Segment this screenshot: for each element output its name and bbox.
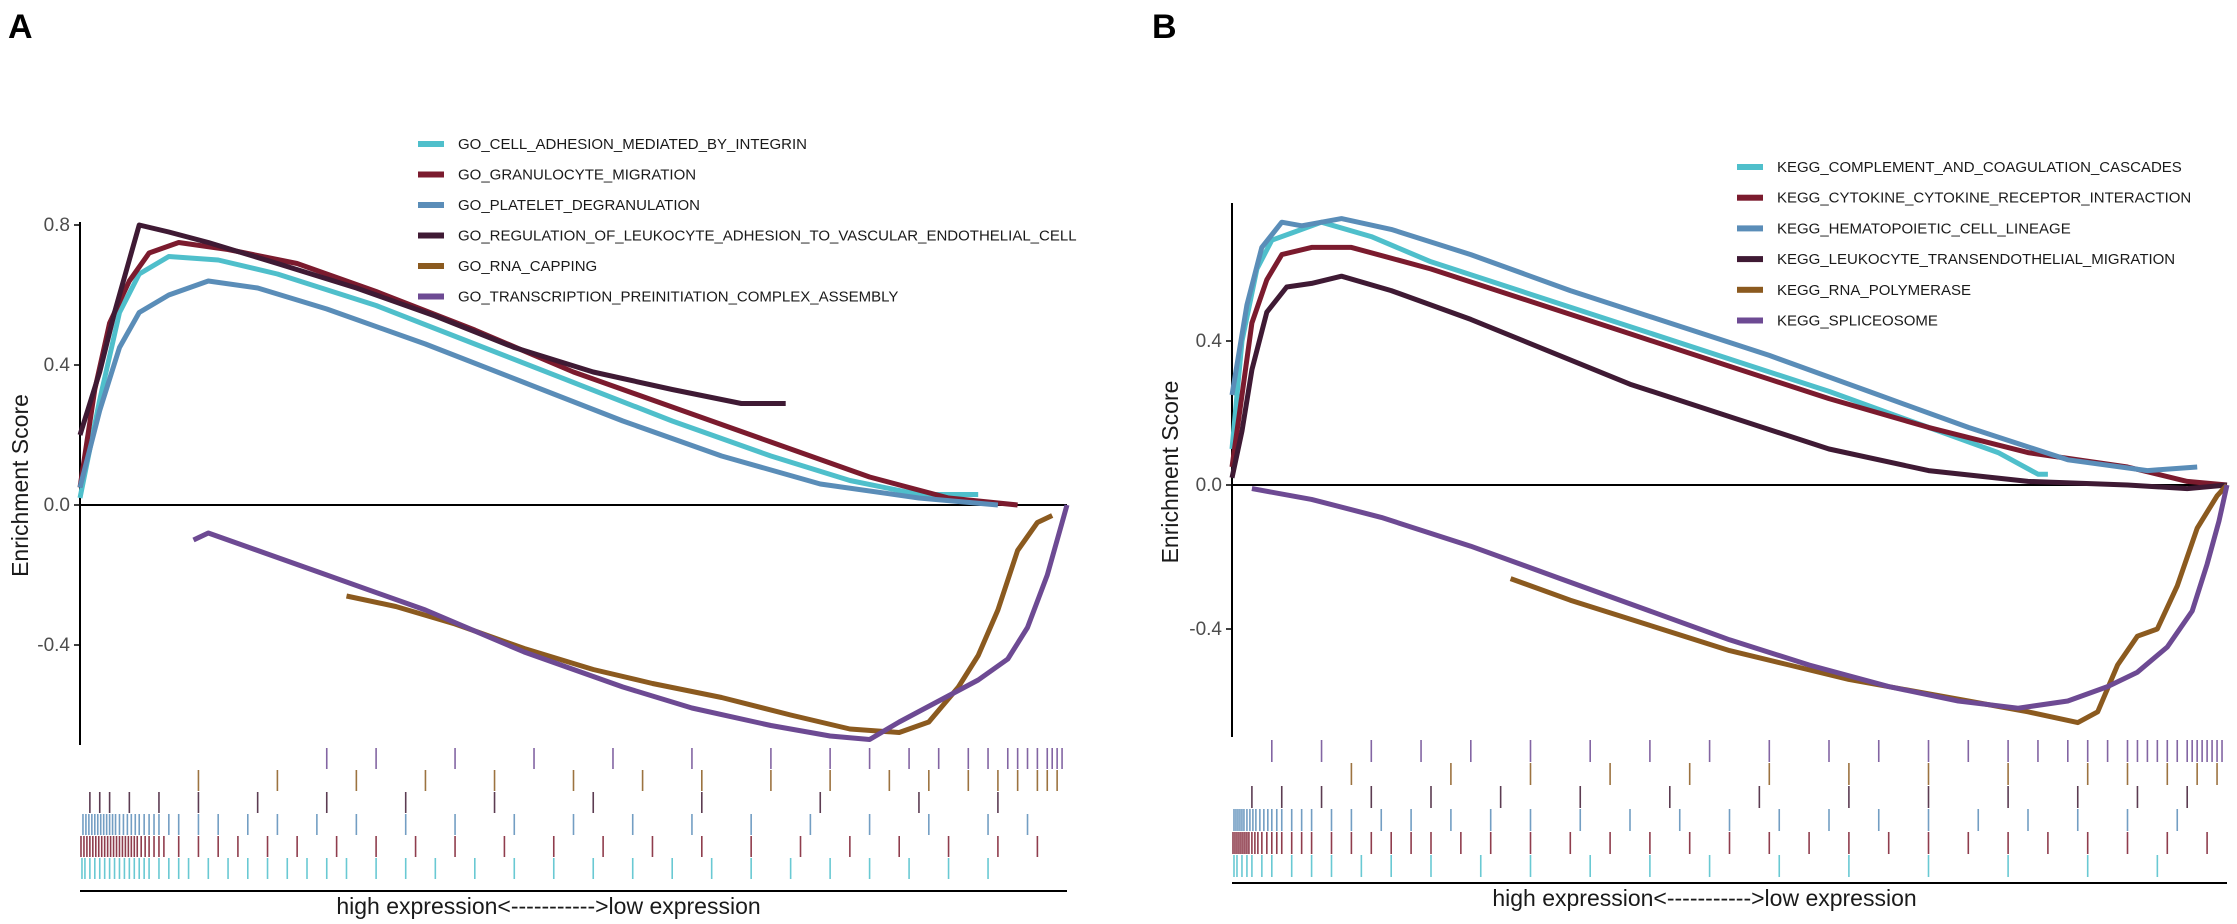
panel-letter: B [1152,8,1177,46]
legend-label: GO_REGULATION_OF_LEUKOCYTE_ADHESION_TO_V… [458,228,1077,245]
y-axis-label: Enrichment Score [1157,381,1183,564]
series-line-5 [1509,483,2229,726]
rug-row-6 [325,748,1063,769]
series-line-3 [1229,216,2198,474]
legend-label: GO_GRANULOCYTE_MIGRATION [458,167,696,184]
legend-label: GO_CELL_ADHESION_MEDIATED_BY_INTEGRIN [458,136,807,153]
legend-label: KEGG_LEUKOCYTE_TRANSENDOTHELIAL_MIGRATIO… [1777,251,2175,268]
rug-row-2 [80,836,1039,857]
y-tick-label: -0.4 [1189,619,1222,640]
panel-letter: A [8,8,33,46]
legend-swatch [418,263,444,269]
legend-label: GO_PLATELET_DEGRANULATION [458,197,700,214]
y-tick-label: 0.0 [1196,475,1222,496]
legend-swatch [1737,256,1763,263]
series-line-3 [77,278,999,508]
series-line-2 [1229,244,2228,488]
legend-swatch [1737,164,1763,170]
x-axis-label: high expression<----------->low expressi… [1492,885,1916,911]
rug-row-3 [82,814,1029,835]
legend-label: KEGG_HEMATOPOIETIC_CELL_LINEAGE [1777,220,2071,237]
rug-row-2 [1232,832,2208,854]
y-tick-label: 0.8 [44,215,70,236]
rug-row-1 [81,858,989,879]
legend-swatch [418,232,444,239]
y-tick-label: -0.4 [37,635,70,656]
series-line-1 [77,254,979,499]
series-line-4 [77,222,786,436]
legend-label: KEGG_COMPLEMENT_AND_COAGULATION_CASCADES [1777,159,2182,176]
legend: KEGG_COMPLEMENT_AND_COAGULATION_CASCADES… [1737,159,2191,330]
y-axis-label: Enrichment Score [7,394,33,577]
legend-swatch [1737,317,1763,324]
legend-swatch [1737,194,1763,201]
x-axis-label: high expression<----------->low expressi… [336,893,760,919]
series-line-6 [192,504,1070,742]
series-line-6 [1251,484,2230,711]
legend-swatch [418,171,444,178]
rug-row-5 [197,770,1058,791]
series-line-1 [1229,219,2048,477]
rug-row-4 [89,792,999,813]
legend-label: KEGG_SPLICEOSOME [1777,313,1938,330]
legend-swatch [418,141,444,147]
legend-label: KEGG_CYTOKINE_CYTOKINE_RECEPTOR_INTERACT… [1777,190,2191,207]
rug-row-6 [1271,740,2223,762]
y-tick-label: 0.4 [44,355,71,376]
legend-label: KEGG_RNA_POLYMERASE [1777,282,1971,299]
legend-label: GO_RNA_CAPPING [458,258,597,275]
legend-swatch [418,202,444,208]
y-tick-label: 0.0 [44,495,70,516]
rug-row-5 [1350,763,2218,785]
legend: GO_CELL_ADHESION_MEDIATED_BY_INTEGRIN GO_… [418,136,1077,306]
panel-a: A 0.8 0.4 0.0 -0.4 Enrichment Score high expre… [7,8,1076,919]
rug-row-4 [1251,786,2188,808]
y-tick-label: 0.4 [1196,331,1223,352]
rug-row-3 [1233,809,2179,831]
legend-label: GO_TRANSCRIPTION_PREINITIATION_COMPLEX_A… [458,289,898,306]
legend-swatch [1737,225,1763,232]
rug-row-1 [1233,855,2159,877]
panel-b: B 0.4 0.0 -0.4 Enrichment Score high expressi… [1152,8,2230,911]
legend-swatch [1737,286,1763,293]
legend-swatch [418,293,444,300]
series-line-4 [1229,273,2228,492]
